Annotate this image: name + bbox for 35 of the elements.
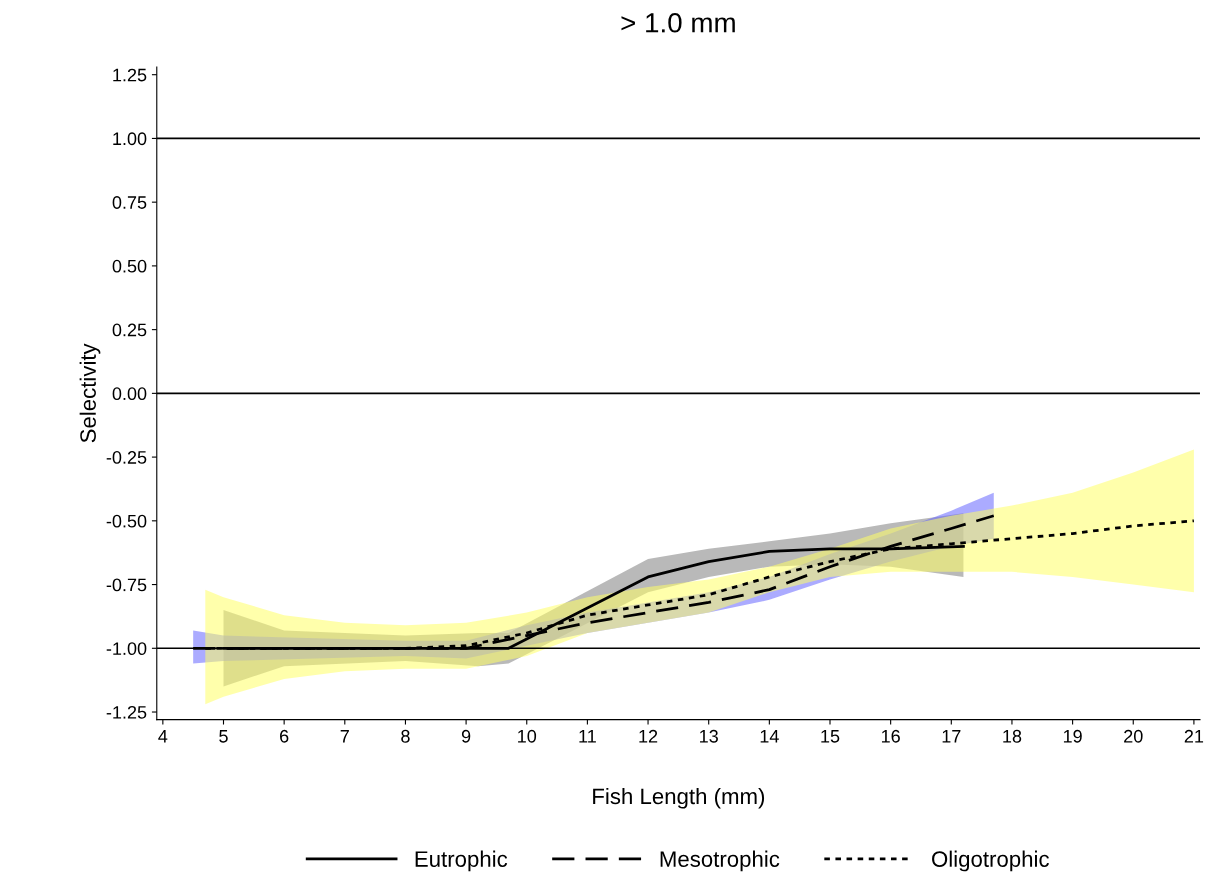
y-axis-title: Selectivity bbox=[79, 343, 101, 443]
x-tick-label: 10 bbox=[518, 729, 537, 743]
x-tick-label: 18 bbox=[1003, 729, 1022, 743]
x-tick-label: 20 bbox=[1124, 729, 1143, 743]
legend-label: Eutrophic bbox=[415, 850, 508, 872]
y-tick-label: 1.00 bbox=[113, 132, 147, 146]
x-tick-label: 4 bbox=[158, 730, 168, 743]
y-tick-label: -0.75 bbox=[106, 578, 147, 592]
y-tick-label: -0.25 bbox=[106, 451, 147, 464]
legend-label: Mesotrophic bbox=[660, 850, 780, 872]
y-tick-label: 0.25 bbox=[112, 323, 147, 337]
y-tick-label: -1.00 bbox=[106, 642, 147, 656]
y-tick-label: -0.50 bbox=[106, 514, 147, 528]
x-tick-label: 21 bbox=[1184, 729, 1204, 743]
x-tick-label: 5 bbox=[219, 730, 228, 743]
x-tick-label: 17 bbox=[942, 730, 961, 743]
x-tick-label: 19 bbox=[1063, 729, 1082, 743]
x-tick-label: 14 bbox=[760, 730, 779, 743]
x-tick-label: 16 bbox=[881, 729, 900, 743]
x-tick-label: 6 bbox=[280, 729, 289, 743]
y-tick-label: 1.25 bbox=[113, 68, 147, 82]
x-tick-label: 15 bbox=[821, 730, 840, 743]
x-tick-label: 11 bbox=[579, 730, 596, 743]
x-tick-label: 7 bbox=[340, 730, 349, 743]
x-tick-label: 13 bbox=[700, 729, 718, 743]
y-tick-label: -1.25 bbox=[106, 705, 147, 719]
chart-title: > 1.0 mm bbox=[621, 12, 735, 33]
legend-label: Oligotrophic bbox=[932, 850, 1049, 872]
y-tick-label: 0.75 bbox=[112, 196, 147, 209]
x-tick-label: 9 bbox=[461, 729, 471, 743]
x-axis-title: Fish Length (mm) bbox=[593, 787, 765, 809]
x-tick-label: 12 bbox=[639, 729, 658, 743]
y-tick-label: 0.00 bbox=[112, 387, 147, 401]
x-tick-label: 8 bbox=[401, 729, 410, 743]
y-tick-label: 0.50 bbox=[112, 259, 147, 273]
